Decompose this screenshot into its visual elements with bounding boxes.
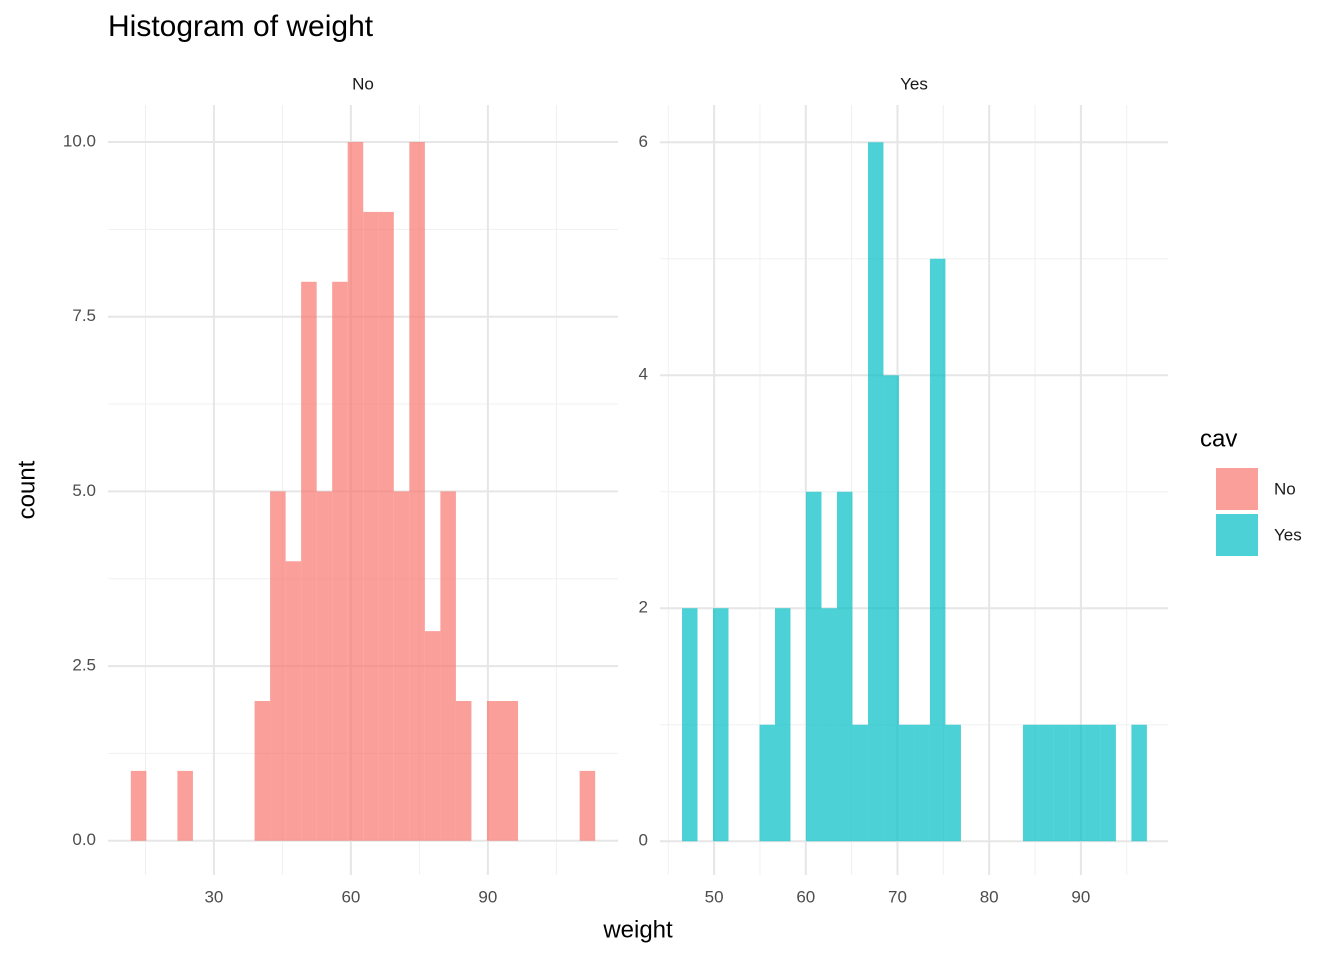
- bar: [713, 608, 729, 842]
- y-tick-label: 2.5: [72, 656, 96, 675]
- bar: [1022, 724, 1039, 842]
- bar: [301, 281, 317, 841]
- bar: [805, 491, 822, 842]
- bar: [1069, 724, 1085, 842]
- bar: [424, 631, 441, 841]
- bar: [502, 701, 519, 841]
- x-tick-label: 30: [204, 887, 223, 906]
- legend-key: [1216, 514, 1258, 556]
- bar: [883, 375, 899, 842]
- x-tick-label: 50: [705, 887, 724, 906]
- bar: [440, 491, 456, 841]
- bar: [455, 701, 472, 841]
- bar: [177, 770, 193, 841]
- bar: [363, 211, 379, 841]
- bar: [378, 211, 394, 841]
- y-tick-label: 10.0: [63, 132, 96, 151]
- legend-title: cav: [1200, 425, 1237, 452]
- x-tick-label: 80: [980, 887, 999, 906]
- legend-label: Yes: [1274, 525, 1302, 544]
- bar: [486, 701, 503, 841]
- bar: [1084, 724, 1101, 842]
- legend-key: [1216, 468, 1258, 510]
- bar: [1053, 724, 1070, 842]
- y-tick-label: 6: [639, 132, 648, 151]
- bar: [130, 770, 147, 841]
- x-tick-label: 90: [478, 887, 497, 906]
- bar: [852, 724, 868, 842]
- y-tick-label: 5.0: [72, 481, 96, 500]
- bar: [316, 491, 333, 841]
- x-tick-label: 60: [796, 887, 815, 906]
- y-tick-label: 0: [639, 831, 648, 850]
- x-tick-label: 60: [341, 887, 360, 906]
- y-tick-label: 0.0: [72, 830, 96, 849]
- bar: [1100, 724, 1116, 842]
- bar: [836, 491, 853, 842]
- x-tick-label: 90: [1071, 887, 1090, 906]
- bar: [347, 142, 364, 841]
- y-axis-label: count: [13, 460, 40, 519]
- bar: [759, 724, 775, 842]
- panel-label: Yes: [900, 74, 928, 93]
- bar: [914, 724, 930, 842]
- bar: [393, 491, 410, 841]
- bar: [332, 281, 348, 841]
- bar: [774, 608, 791, 842]
- bar: [945, 724, 961, 842]
- bar: [821, 608, 837, 842]
- legend-label: No: [1274, 479, 1296, 498]
- y-tick-label: 2: [639, 598, 648, 617]
- bar: [409, 142, 425, 841]
- x-axis-label: weight: [602, 916, 673, 943]
- bar: [1038, 724, 1054, 842]
- y-tick-label: 7.5: [72, 306, 96, 325]
- bar: [929, 258, 946, 842]
- bar: [270, 491, 286, 841]
- bar: [682, 608, 698, 842]
- bar: [1131, 724, 1147, 842]
- bar: [254, 701, 271, 841]
- bar: [579, 770, 596, 841]
- y-tick-label: 4: [639, 365, 648, 384]
- panel-label: No: [352, 74, 374, 93]
- bar: [898, 724, 915, 842]
- bar: [285, 561, 302, 841]
- x-tick-label: 70: [888, 887, 907, 906]
- bar: [867, 142, 884, 842]
- chart-title: Histogram of weight: [108, 10, 374, 43]
